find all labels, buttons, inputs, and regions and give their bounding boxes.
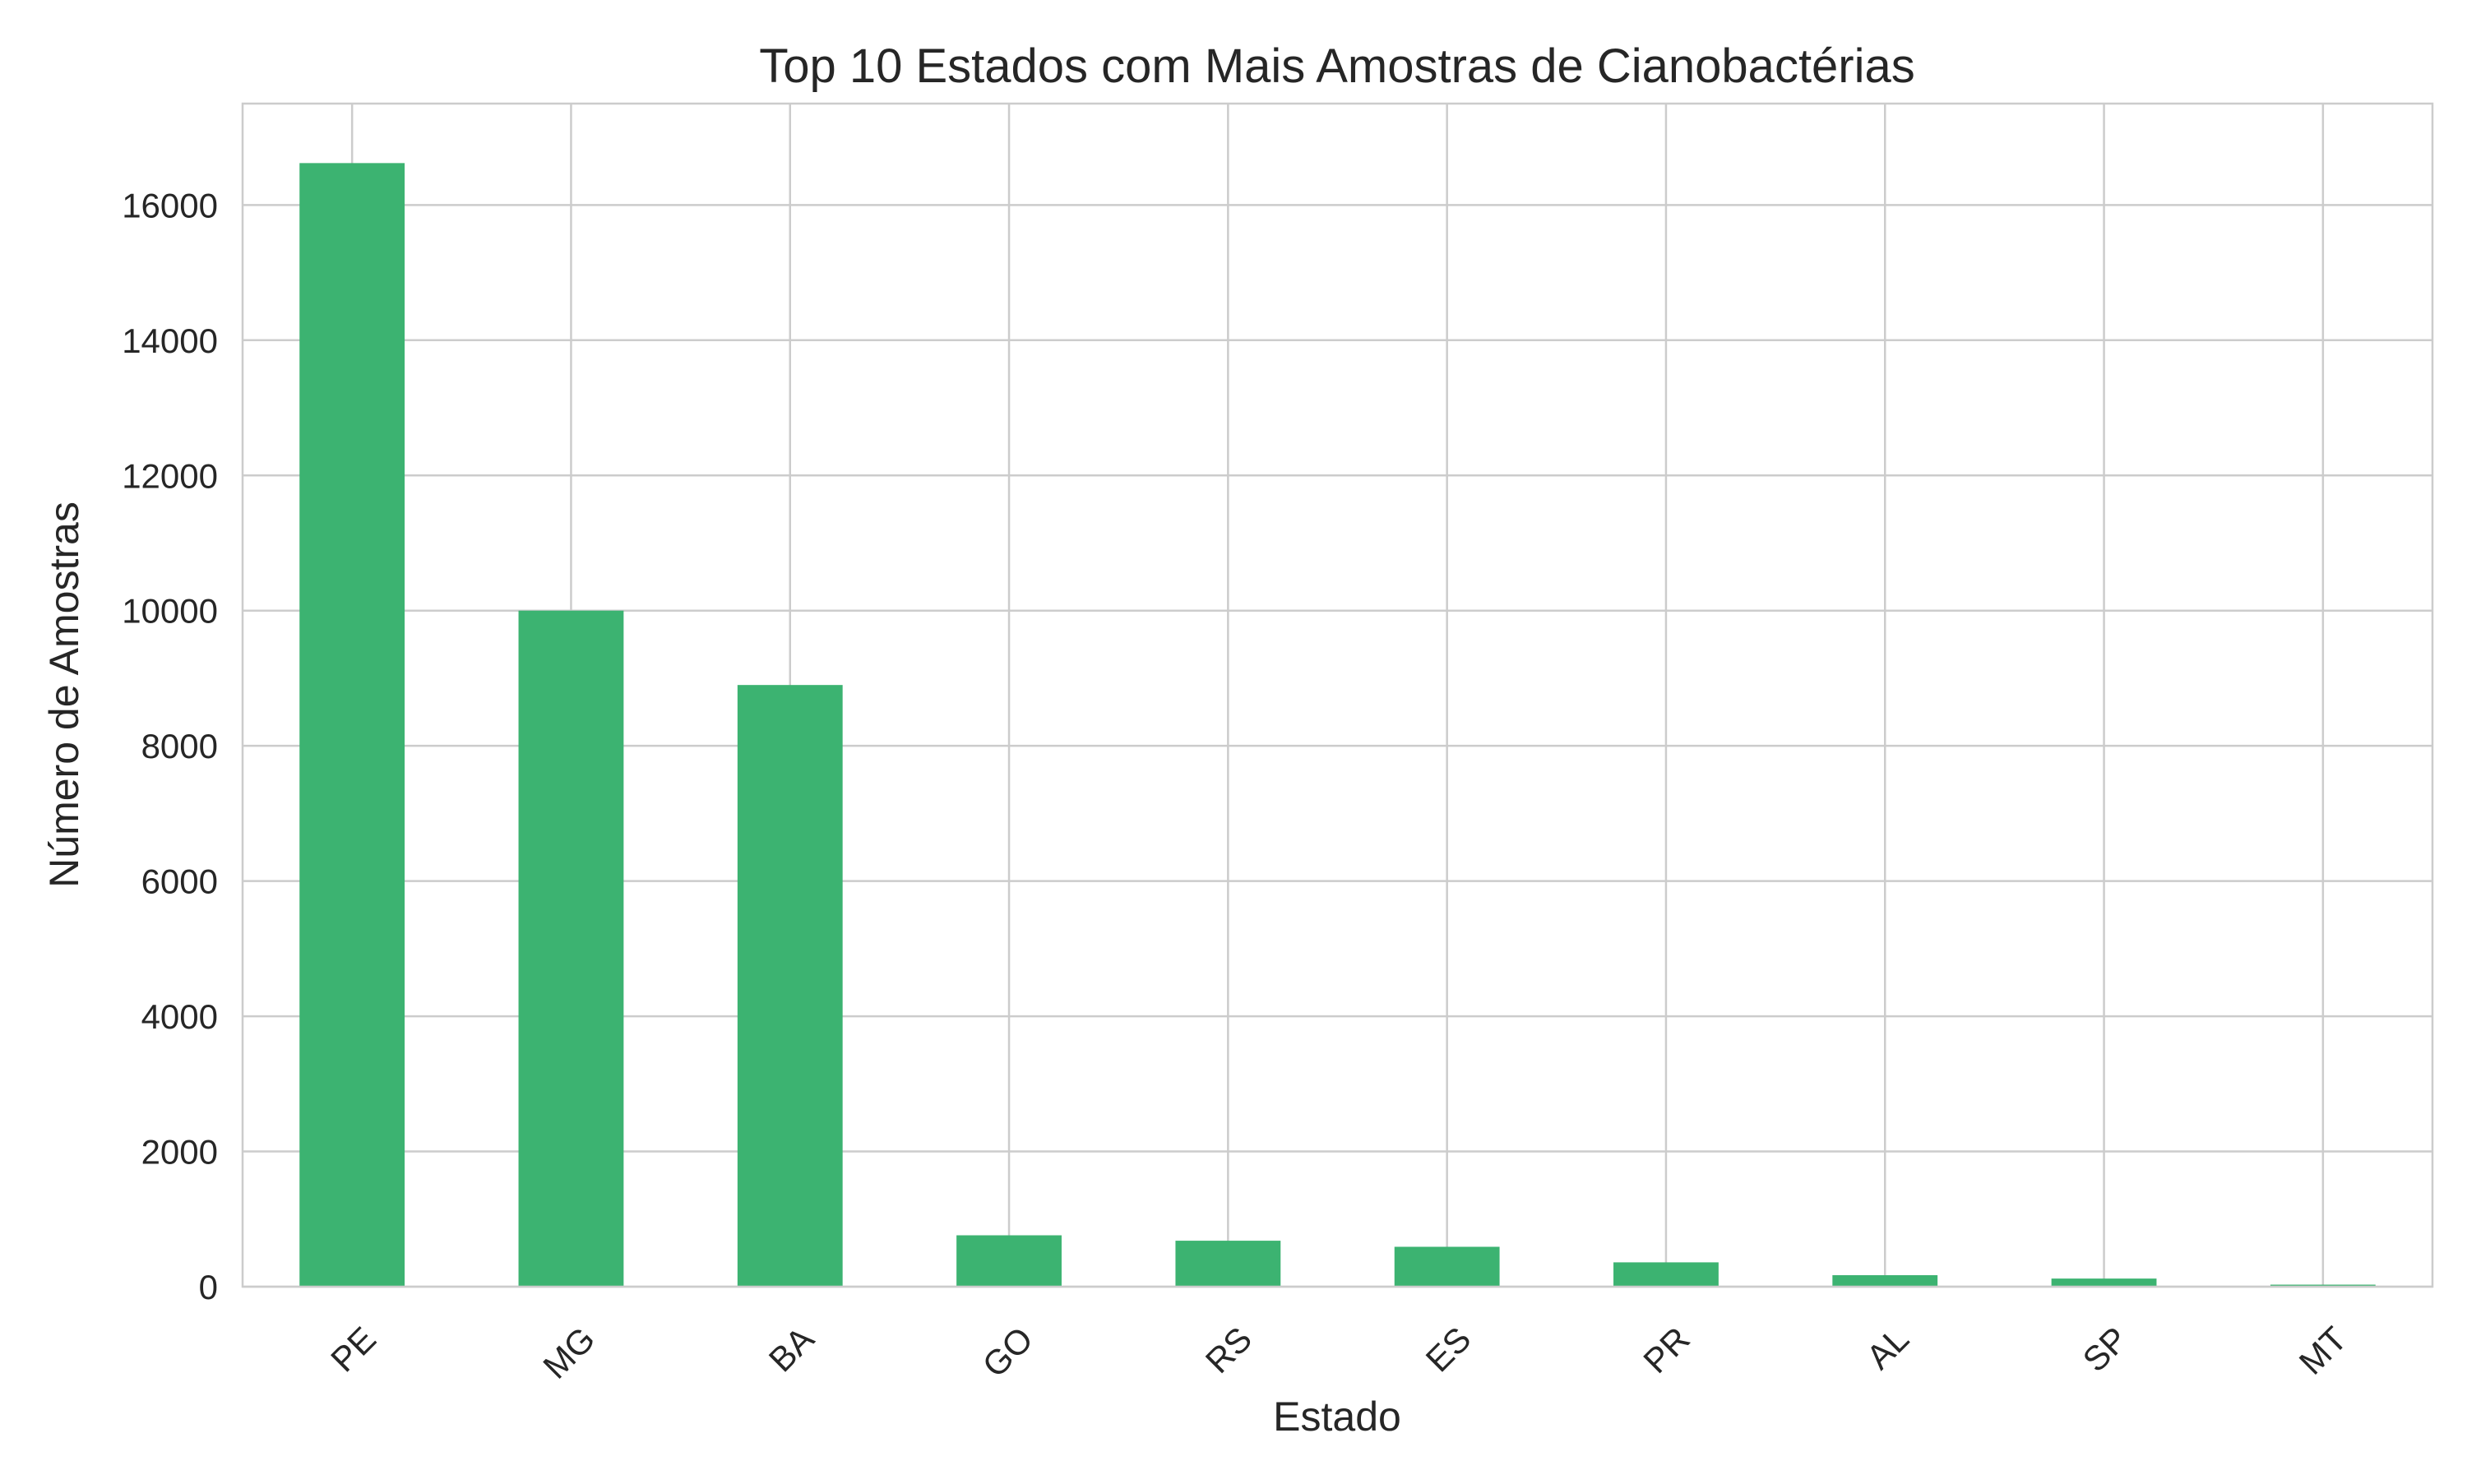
bar-es (1394, 1246, 1500, 1287)
bar-ba (737, 685, 843, 1287)
chart-title: Top 10 Estados com Mais Amostras de Cian… (759, 39, 1915, 93)
bar-go (956, 1235, 1062, 1287)
bar-rs (1175, 1241, 1281, 1287)
bar-pe (299, 163, 405, 1288)
y-tick-label: 6000 (141, 862, 218, 901)
plot-area-border (241, 102, 2434, 1288)
y-axis-ticks: 0 2000 4000 6000 8000 10000 12000 14000 16000 (122, 186, 218, 1306)
y-tick-label: 2000 (141, 1133, 218, 1172)
y-tick-label: 10000 (122, 592, 218, 631)
y-tick-label: 0 (199, 1268, 218, 1306)
y-tick-label: 12000 (122, 456, 218, 495)
bar-al (1832, 1275, 1938, 1287)
y-tick-label: 14000 (122, 321, 218, 360)
y-tick-label: 4000 (141, 997, 218, 1036)
bar-pr (1613, 1262, 1719, 1287)
y-tick-label: 8000 (141, 727, 218, 765)
bar-mg (518, 610, 624, 1287)
bar-sp (2051, 1278, 2157, 1287)
y-axis-label: Número de Amostras (41, 502, 87, 888)
x-axis-label: Estado (1273, 1394, 1401, 1440)
bars (299, 163, 2376, 1288)
y-tick-label: 16000 (122, 186, 218, 224)
